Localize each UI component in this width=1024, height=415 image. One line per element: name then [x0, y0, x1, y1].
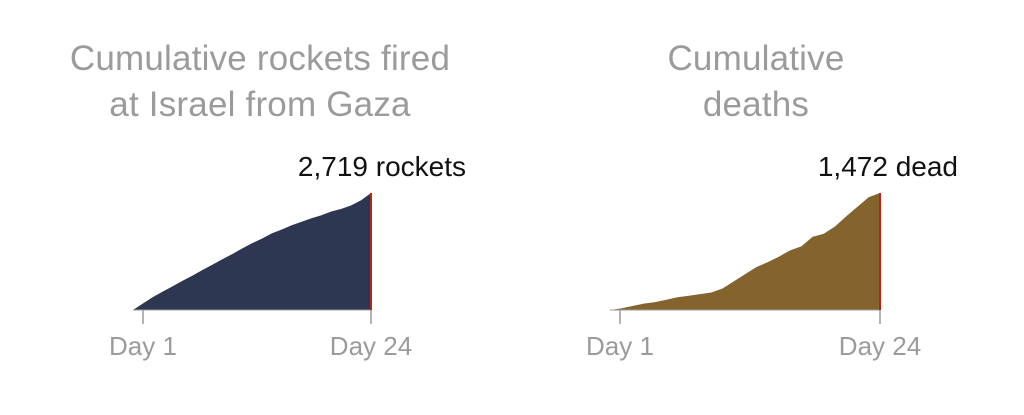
- deaths-chart-panel: Cumulative deaths Day 1 Day 24 1,472 dead: [512, 0, 1024, 415]
- rockets-total-annotation: 2,719 rockets: [298, 151, 466, 182]
- rockets-tick-label-1: Day 1: [109, 331, 177, 361]
- deaths-total-annotation: 1,472 dead: [818, 151, 958, 182]
- rockets-title-line-2: at Israel from Gaza: [109, 85, 411, 124]
- rockets-chart-title: Cumulative rockets fired at Israel from …: [4, 36, 516, 128]
- deaths-tick-label-2: Day 24: [839, 331, 921, 361]
- rockets-area-chart: Day 1 Day 24 2,719 rockets: [109, 151, 466, 361]
- deaths-area-chart: Day 1 Day 24 1,472 dead: [586, 151, 958, 361]
- rockets-area-series: [133, 193, 371, 310]
- rockets-tick-label-2: Day 24: [330, 331, 412, 361]
- deaths-tick-label-1: Day 1: [586, 331, 654, 361]
- rockets-chart-panel: Cumulative rockets fired at Israel from …: [70, 39, 466, 361]
- deaths-title-line-1: Cumulative: [667, 39, 845, 78]
- rockets-title-line-1: Cumulative rockets fired: [69, 39, 451, 78]
- deaths-title-line-2: deaths: [702, 85, 810, 124]
- deaths-area-series: [610, 193, 880, 310]
